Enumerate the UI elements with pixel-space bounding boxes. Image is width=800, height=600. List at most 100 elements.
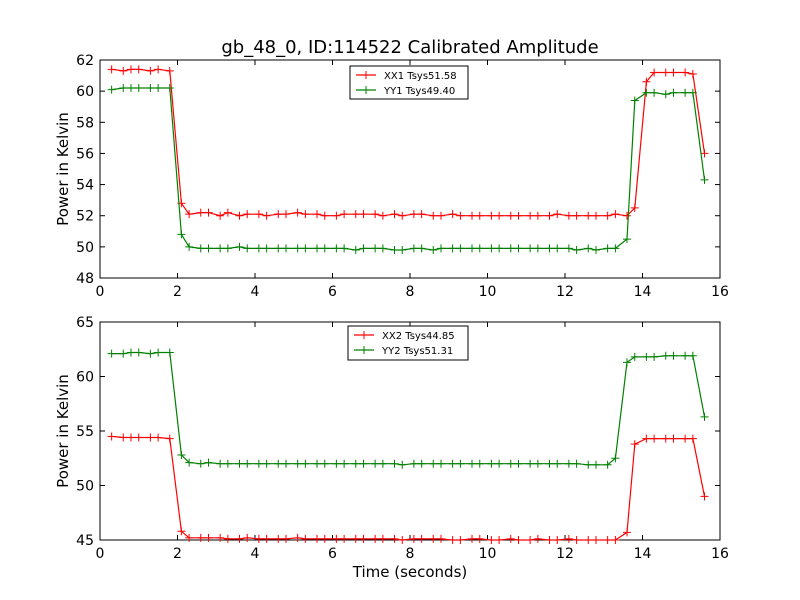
data-point (274, 459, 283, 468)
data-point (642, 352, 651, 361)
data-point (320, 211, 329, 220)
data-point (313, 534, 321, 543)
data-point (340, 459, 349, 468)
data-point (378, 534, 387, 543)
data-point (216, 459, 225, 468)
data-point (642, 434, 651, 443)
data-point (506, 534, 515, 543)
data-point (409, 459, 418, 468)
data-point (456, 244, 465, 253)
legend-marker (362, 86, 370, 94)
legend-box (347, 325, 469, 361)
data-point (545, 459, 554, 468)
data-point (700, 412, 709, 421)
data-point (320, 534, 329, 543)
data-point (603, 460, 612, 469)
data-point (185, 242, 194, 251)
data-point (223, 208, 232, 217)
data-point (681, 88, 690, 97)
data-point (134, 348, 143, 357)
data-point (107, 432, 116, 441)
data-point (572, 536, 581, 544)
data-point (371, 459, 380, 468)
data-point (603, 211, 612, 220)
data-point (185, 458, 194, 467)
data-point (332, 459, 341, 468)
data-point (165, 348, 174, 357)
data-point (584, 244, 593, 253)
data-point (487, 244, 496, 253)
x-tick-label: 14 (634, 284, 652, 300)
legend-label: XX1 Tsys51.58 (384, 71, 457, 82)
data-point (378, 211, 387, 220)
data-point (262, 459, 271, 468)
data-point (564, 534, 573, 543)
data-point (320, 459, 329, 468)
data-point (514, 536, 523, 544)
data-point (254, 210, 263, 219)
data-point (274, 210, 283, 219)
data-point (417, 244, 426, 253)
data-point (681, 68, 690, 77)
data-point (154, 65, 163, 74)
data-point (371, 244, 380, 253)
data-point (437, 244, 445, 253)
data-point (301, 534, 310, 543)
data-point (475, 459, 484, 468)
data-point (196, 244, 205, 253)
data-point (371, 210, 380, 219)
data-point (243, 210, 252, 219)
y-tick-label: 50 (76, 479, 94, 495)
data-point (468, 244, 476, 253)
data-point (313, 210, 321, 219)
data-point (119, 66, 128, 75)
data-point (235, 534, 244, 543)
data-point (313, 459, 321, 468)
x-tick-label: 12 (556, 546, 574, 562)
data-point (127, 433, 135, 442)
legend-marker (362, 71, 370, 79)
data-point (216, 211, 225, 220)
data-point (235, 242, 244, 251)
data-point (293, 459, 302, 468)
data-point (154, 433, 163, 442)
data-point (468, 459, 476, 468)
data-point (146, 84, 155, 93)
data-point (107, 85, 116, 94)
data-point (274, 244, 283, 253)
data-point (223, 534, 232, 543)
y-tick-label: 55 (76, 424, 94, 440)
y-axis-label: Power in Kelvin (54, 374, 72, 488)
data-point (475, 534, 484, 543)
data-point (564, 211, 573, 220)
data-point (700, 175, 709, 184)
data-point (526, 536, 535, 544)
data-point (630, 203, 639, 212)
data-point (320, 244, 329, 253)
data-point (235, 459, 244, 468)
data-point (134, 84, 143, 93)
data-point (526, 211, 535, 220)
y-tick-label: 48 (76, 271, 94, 287)
data-point (262, 244, 271, 253)
x-tick-label: 8 (406, 284, 415, 300)
data-point (661, 90, 670, 99)
y-tick-label: 50 (76, 240, 94, 256)
chart-title: gb_48_0, ID:114522 Calibrated Amplitude (221, 37, 598, 58)
data-point (592, 211, 600, 220)
data-point (545, 211, 554, 220)
data-point (254, 244, 263, 253)
y-tick-label: 52 (76, 209, 94, 225)
data-point (681, 434, 690, 443)
data-point (572, 459, 581, 468)
data-point (282, 244, 290, 253)
data-point (223, 459, 232, 468)
data-point (390, 245, 399, 254)
data-point (177, 450, 186, 459)
data-point (584, 460, 593, 469)
data-point (487, 536, 496, 544)
data-point (165, 434, 174, 443)
data-point (243, 244, 252, 253)
data-point (681, 351, 690, 360)
